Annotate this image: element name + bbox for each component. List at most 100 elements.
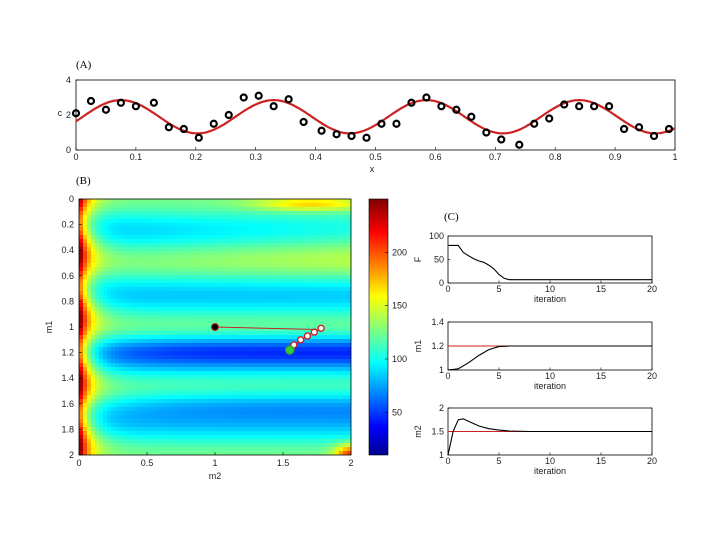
heatmap-cell bbox=[223, 211, 228, 216]
heatmap-cell bbox=[279, 223, 284, 228]
heatmap-cell bbox=[231, 287, 236, 292]
heatmap-cell bbox=[271, 339, 276, 344]
heatmap-cell bbox=[115, 411, 120, 416]
heatmap-cell bbox=[295, 407, 300, 412]
heatmap-cell bbox=[323, 423, 328, 428]
heatmap-cell bbox=[111, 367, 116, 372]
heatmap-cell bbox=[155, 359, 160, 364]
heatmap-cell bbox=[299, 331, 304, 336]
heatmap-cell bbox=[99, 207, 104, 212]
heatmap-cell bbox=[135, 403, 140, 408]
heatmap-cell bbox=[291, 287, 296, 292]
heatmap-cell bbox=[163, 227, 168, 232]
heatmap-cell bbox=[79, 375, 84, 380]
heatmap-cell bbox=[319, 319, 324, 324]
heatmap-cell bbox=[291, 387, 296, 392]
heatmap-cell bbox=[279, 371, 284, 376]
heatmap-cell bbox=[163, 331, 168, 336]
heatmap-cell bbox=[199, 367, 204, 372]
heatmap-cell bbox=[319, 315, 324, 320]
heatmap-cell bbox=[323, 251, 328, 256]
heatmap-cell bbox=[303, 395, 308, 400]
heatmap-cell bbox=[159, 219, 164, 224]
heatmap-cell bbox=[335, 383, 340, 388]
heatmap-cell bbox=[199, 211, 204, 216]
heatmap-cell bbox=[319, 399, 324, 404]
heatmap-cell bbox=[107, 403, 112, 408]
heatmap-cell bbox=[103, 407, 108, 412]
heatmap-cell bbox=[227, 219, 232, 224]
heatmap-cell bbox=[195, 307, 200, 312]
heatmap-cell bbox=[255, 287, 260, 292]
heatmap-cell bbox=[287, 319, 292, 324]
heatmap-cell bbox=[155, 367, 160, 372]
heatmap-cell bbox=[327, 287, 332, 292]
heatmap-cell bbox=[171, 203, 176, 208]
heatmap-cell bbox=[315, 443, 320, 448]
heatmap-cell bbox=[151, 331, 156, 336]
heatmap-cell bbox=[283, 271, 288, 276]
panel-a-data-point bbox=[560, 100, 569, 109]
heatmap-cell bbox=[111, 315, 116, 320]
heatmap-cell bbox=[219, 227, 224, 232]
heatmap-cell bbox=[291, 247, 296, 252]
heatmap-cell bbox=[131, 443, 136, 448]
heatmap-cell bbox=[139, 219, 144, 224]
heatmap-cell bbox=[251, 223, 256, 228]
heatmap-cell bbox=[343, 371, 348, 376]
heatmap-cell bbox=[311, 351, 316, 356]
heatmap-cell bbox=[291, 311, 296, 316]
heatmap-cell bbox=[331, 259, 336, 264]
heatmap-cell bbox=[135, 303, 140, 308]
heatmap-cell bbox=[327, 315, 332, 320]
heatmap-cell bbox=[151, 279, 156, 284]
heatmap-cell bbox=[139, 351, 144, 356]
heatmap-cell bbox=[251, 307, 256, 312]
heatmap-cell bbox=[199, 447, 204, 452]
heatmap-cell bbox=[283, 231, 288, 236]
heatmap-cell bbox=[151, 387, 156, 392]
heatmap-cell bbox=[243, 347, 248, 352]
heatmap-cell bbox=[139, 451, 144, 455]
heatmap-cell bbox=[155, 259, 160, 264]
heatmap-cell bbox=[83, 287, 88, 292]
heatmap-cell bbox=[271, 251, 276, 256]
heatmap-cell bbox=[239, 435, 244, 440]
heatmap-cell bbox=[283, 447, 288, 452]
heatmap-cell bbox=[259, 235, 264, 240]
heatmap-cell bbox=[155, 223, 160, 228]
heatmap-cell bbox=[311, 247, 316, 252]
heatmap-cell bbox=[315, 379, 320, 384]
heatmap-cell bbox=[283, 391, 288, 396]
heatmap-cell bbox=[235, 231, 240, 236]
heatmap-cell bbox=[239, 431, 244, 436]
panel-a-data-point bbox=[254, 91, 263, 100]
heatmap-cell bbox=[203, 407, 208, 412]
heatmap-cell bbox=[275, 199, 280, 204]
heatmap-cell bbox=[183, 407, 188, 412]
heatmap-cell bbox=[83, 419, 88, 424]
heatmap-cell bbox=[347, 407, 351, 412]
heatmap-cell bbox=[303, 227, 308, 232]
heatmap-cell bbox=[295, 431, 300, 436]
heatmap-cell bbox=[163, 311, 168, 316]
heatmap-cell bbox=[191, 235, 196, 240]
heatmap-cell bbox=[323, 383, 328, 388]
heatmap-cell bbox=[315, 231, 320, 236]
heatmap-cell bbox=[115, 323, 120, 328]
heatmap-cell bbox=[315, 259, 320, 264]
heatmap-cell bbox=[91, 255, 96, 260]
heatmap-cell bbox=[127, 375, 132, 380]
heatmap-cell bbox=[291, 215, 296, 220]
heatmap-cell bbox=[163, 379, 168, 384]
heatmap-cell bbox=[211, 223, 216, 228]
heatmap-cell bbox=[123, 411, 128, 416]
heatmap-cell bbox=[299, 323, 304, 328]
heatmap-cell bbox=[263, 411, 268, 416]
heatmap-cell bbox=[255, 359, 260, 364]
heatmap-cell bbox=[139, 447, 144, 452]
heatmap-cell bbox=[231, 407, 236, 412]
heatmap-cell bbox=[79, 347, 84, 352]
heatmap-cell bbox=[331, 439, 336, 444]
heatmap-cell bbox=[315, 199, 320, 204]
